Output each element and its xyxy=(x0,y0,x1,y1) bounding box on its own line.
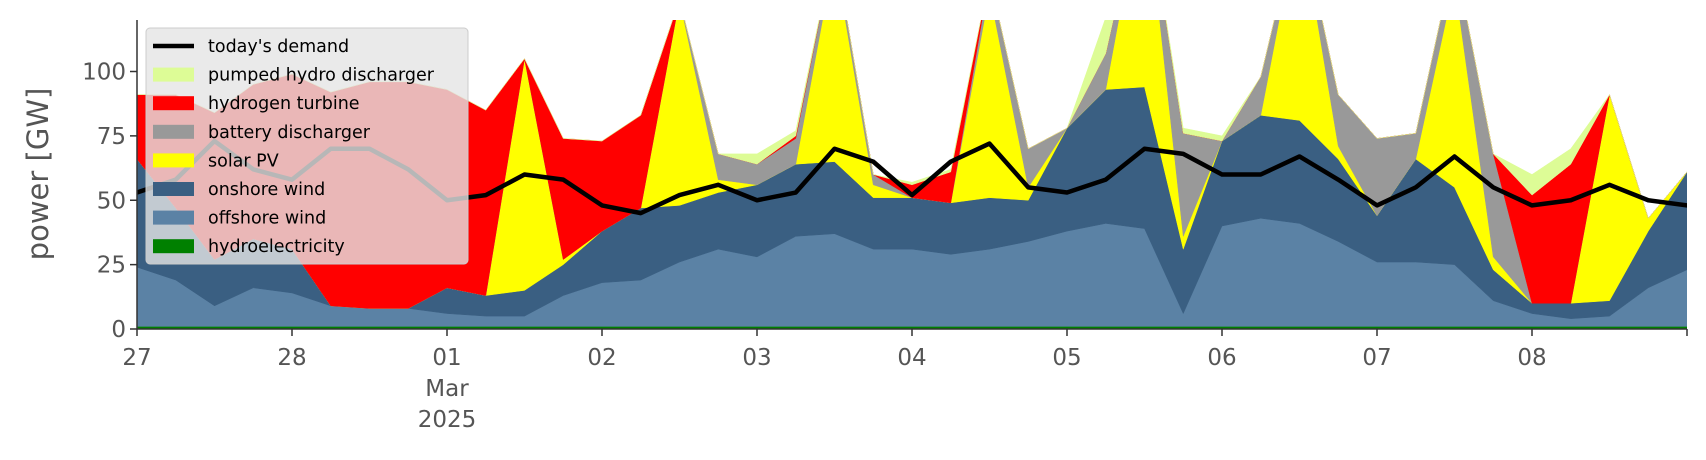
legend-swatch-solar-pv xyxy=(153,153,194,168)
legend-swatch-hydroelectricity xyxy=(153,239,194,254)
legend-label-battery-discharger: battery discharger xyxy=(208,123,371,143)
x-tick-label: 01 xyxy=(432,345,461,371)
legend-box xyxy=(145,27,469,265)
y-tick-label: 25 xyxy=(97,253,126,279)
legend-swatch-onshore-wind xyxy=(153,182,194,196)
area-pumped-hydro-discharger xyxy=(137,20,1687,219)
legend-swatch-hydrogen-turbine xyxy=(153,96,194,111)
legend-swatch-battery-discharger xyxy=(153,124,194,139)
x-tick-label: 08 xyxy=(1517,345,1546,371)
x-tick-label: 05 xyxy=(1052,345,1081,371)
legend-label-hydroelectricity: hydroelectricity xyxy=(208,237,345,257)
x-tick-label: 03 xyxy=(742,345,771,371)
y-tick-label: 50 xyxy=(97,188,126,214)
x-tick-label: 06 xyxy=(1207,345,1236,371)
legend-label-solar-pv: solar PV xyxy=(208,151,279,171)
y-axis-label: power [GW] xyxy=(21,88,55,261)
legend: today's demand pumped hydro discharger hyd… xyxy=(145,27,469,265)
x-tick-label: 02 xyxy=(587,345,616,371)
x-tick-label: 2025 xyxy=(418,407,477,433)
y-tick-label: 0 xyxy=(111,317,126,343)
x-tick-label: 27 xyxy=(122,345,151,371)
x-tick-label: 04 xyxy=(897,345,926,371)
x-tick-label: 28 xyxy=(277,345,306,371)
legend-label-hydrogen-turbine: hydrogen turbine xyxy=(208,94,360,114)
x-tick-label: Mar xyxy=(425,376,469,402)
legend-label-today-s-demand: today's demand xyxy=(208,37,349,57)
legend-swatch-offshore-wind xyxy=(153,210,194,225)
legend-label-offshore-wind: offshore wind xyxy=(208,209,326,229)
axes-layer: 0 25 50 75 100 27 28 01 Mar 2025 02 03 04 05 06 07 08 xyxy=(82,20,1688,433)
legend-swatch-pumped-hydro-discharger xyxy=(153,67,194,82)
y-tick-label: 100 xyxy=(82,60,126,86)
y-tick-label: 75 xyxy=(97,124,126,150)
x-tick-label: 07 xyxy=(1362,345,1391,371)
legend-label-pumped-hydro-discharger: pumped hydro discharger xyxy=(208,66,435,86)
legend-label-onshore-wind: onshore wind xyxy=(208,180,325,200)
